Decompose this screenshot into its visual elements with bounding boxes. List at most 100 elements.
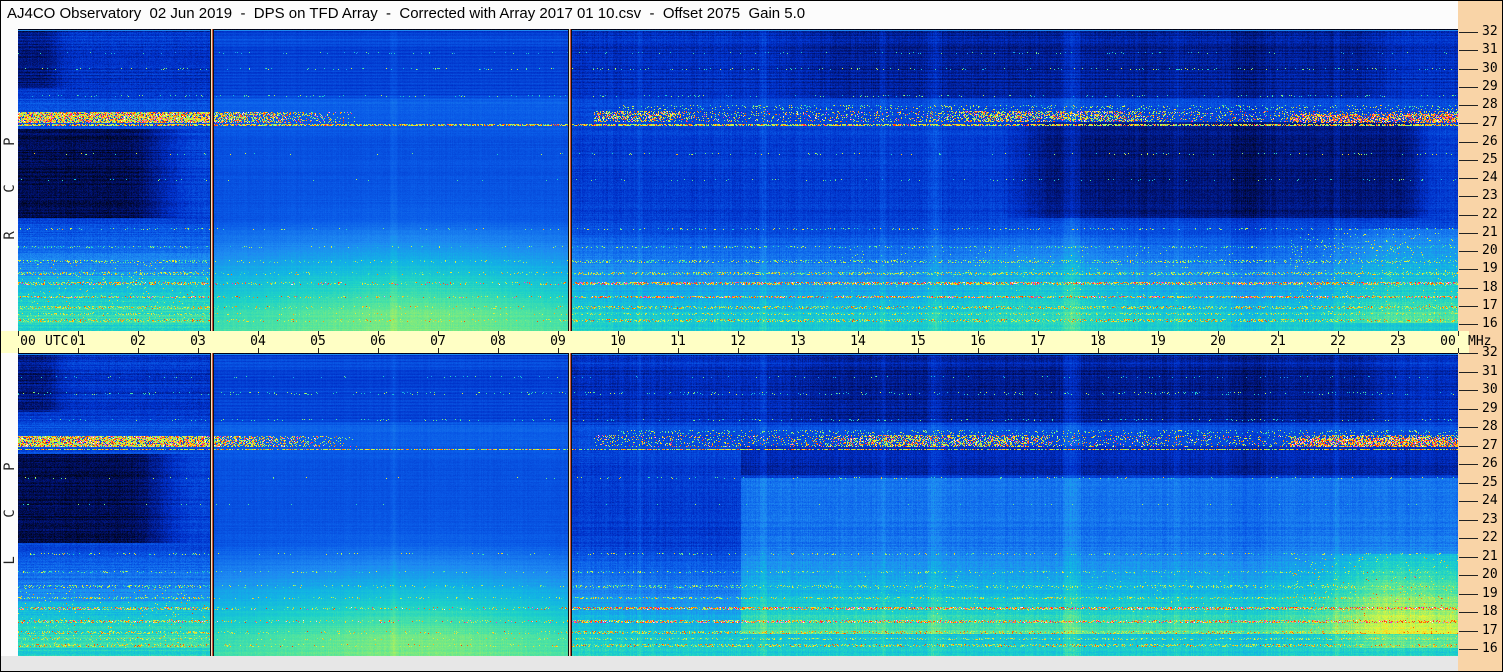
time-tick (1158, 348, 1159, 353)
time-tick (138, 331, 139, 336)
freq-tick (1459, 427, 1478, 428)
freq-tick (1459, 631, 1478, 632)
freq-tick (1459, 520, 1478, 521)
time-tick (918, 331, 919, 336)
time-tick (1278, 348, 1279, 353)
time-tick (1038, 348, 1039, 353)
time-tick (438, 348, 439, 353)
freq-tick-label: 22 (1482, 207, 1498, 222)
freq-tick-label: 24 (1482, 493, 1498, 508)
freq-tick-label: 25 (1482, 152, 1498, 167)
freq-axis-unit-label: MHz (1468, 334, 1492, 349)
freq-tick-label: 20 (1482, 567, 1498, 582)
time-tick (258, 331, 259, 336)
freq-tick (1459, 233, 1478, 234)
freq-tick-label: 24 (1482, 170, 1498, 185)
freq-tick (1459, 288, 1478, 289)
freq-tick-label: 29 (1482, 401, 1498, 416)
freq-tick-label: 19 (1482, 261, 1498, 276)
time-tick (618, 331, 619, 336)
time-tick-label: 05 (310, 334, 326, 349)
freq-tick (1459, 32, 1478, 33)
time-tick-label: 10 (610, 334, 626, 349)
freq-tick-label: 31 (1482, 364, 1498, 379)
time-tick (78, 331, 79, 336)
freq-tick (1459, 538, 1478, 539)
time-axis-band (1, 331, 1469, 353)
bottom-margin (1, 656, 1458, 671)
freq-tick-label: 17 (1482, 298, 1498, 313)
freq-tick-label: 29 (1482, 79, 1498, 94)
time-tick (1218, 348, 1219, 353)
time-tick (78, 348, 79, 353)
time-tick (738, 348, 739, 353)
freq-tick (1459, 649, 1478, 650)
time-tick (618, 348, 619, 353)
time-tick (1398, 348, 1399, 353)
time-tick (738, 331, 739, 336)
time-tick (1038, 331, 1039, 336)
time-tick (1098, 331, 1099, 336)
time-tick (978, 348, 979, 353)
freq-tick-label: 17 (1482, 623, 1498, 638)
time-tick (1398, 331, 1399, 336)
freq-tick-label: 19 (1482, 586, 1498, 601)
title-bar: AJ4CO Observatory 02 Jun 2019 - DPS on T… (1, 1, 1458, 28)
time-tick-label: 17 (1030, 334, 1046, 349)
freq-tick-label: 30 (1482, 61, 1498, 76)
freq-tick-label: 30 (1482, 382, 1498, 397)
freq-tick (1459, 483, 1478, 484)
freq-tick (1459, 87, 1478, 88)
freq-tick (1459, 446, 1478, 447)
time-tick-label: 13 (790, 334, 806, 349)
time-tick-label: 16 (970, 334, 986, 349)
time-tick (198, 348, 199, 353)
time-tick-label: 15 (910, 334, 926, 349)
freq-tick-label: 23 (1482, 512, 1498, 527)
time-tick (438, 331, 439, 336)
freq-tick (1459, 409, 1478, 410)
time-tick-label: 03 (190, 334, 206, 349)
time-tick (498, 348, 499, 353)
time-tick-label: 11 (670, 334, 686, 349)
time-tick (258, 348, 259, 353)
freq-tick-label: 32 (1482, 345, 1498, 360)
freq-tick (1459, 390, 1478, 391)
time-tick (378, 348, 379, 353)
freq-tick-label: 27 (1482, 115, 1498, 130)
freq-tick-label: 22 (1482, 530, 1498, 545)
rcp-spectrogram (18, 29, 1458, 331)
time-tick-label: 19 (1150, 334, 1166, 349)
time-tick (1158, 331, 1159, 336)
time-tick (918, 348, 919, 353)
freq-tick (1459, 324, 1478, 325)
freq-tick-label: 31 (1482, 42, 1498, 57)
freq-tick-label: 21 (1482, 225, 1498, 240)
rcp-polarization-label: R C P (2, 122, 18, 240)
freq-tick (1459, 464, 1478, 465)
time-tick (1278, 331, 1279, 336)
freq-tick (1459, 306, 1478, 307)
time-tick (858, 331, 859, 336)
time-tick (858, 348, 859, 353)
freq-tick (1459, 575, 1478, 576)
freq-tick-label: 16 (1482, 641, 1498, 656)
freq-tick (1459, 251, 1478, 252)
time-tick (378, 331, 379, 336)
time-tick-label: 09 (550, 334, 566, 349)
time-tick (1218, 331, 1219, 336)
freq-tick-label: 21 (1482, 549, 1498, 564)
time-tick (318, 331, 319, 336)
time-tick-label: 06 (370, 334, 386, 349)
time-tick (1338, 331, 1339, 336)
time-tick-label: 21 (1270, 334, 1286, 349)
time-tick-label: 07 (430, 334, 446, 349)
time-tick (1458, 331, 1459, 336)
freq-tick-label: 16 (1482, 316, 1498, 331)
freq-tick-label: 28 (1482, 419, 1498, 434)
time-tick (1338, 348, 1339, 353)
freq-tick (1459, 372, 1478, 373)
time-tick (198, 331, 199, 336)
time-tick (798, 348, 799, 353)
